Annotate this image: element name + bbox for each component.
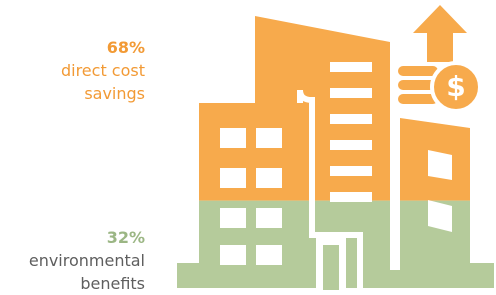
buildings-icon: $ bbox=[0, 0, 496, 295]
coins bbox=[396, 5, 480, 111]
infographic: 68% direct cost savings 32% environmenta… bbox=[0, 0, 496, 295]
door-inner bbox=[323, 245, 339, 290]
dollar-icon: $ bbox=[446, 70, 465, 103]
